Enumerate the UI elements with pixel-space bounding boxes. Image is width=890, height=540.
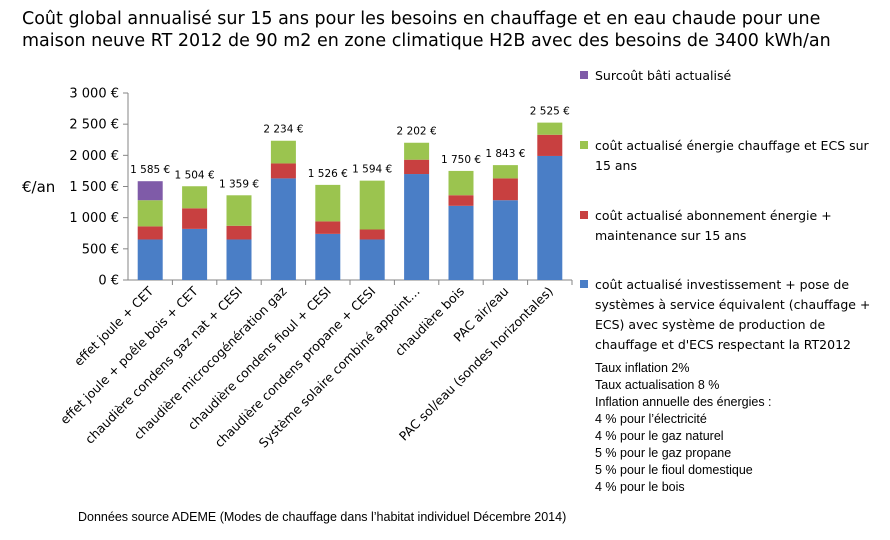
note-line: 4 % pour le gaz naturel — [595, 429, 724, 443]
note-line: Taux inflation 2% — [595, 361, 690, 375]
note-line: 4 % pour le bois — [595, 480, 685, 494]
bar-segment-investissement — [270, 178, 296, 280]
assumptions-notes: Taux inflation 2% Taux actualisation 8 %… — [595, 360, 772, 496]
bar-segment-abonnement — [492, 178, 518, 201]
bar-segment-investissement — [226, 239, 252, 280]
source-note: Données source ADEME (Modes de chauffage… — [78, 510, 567, 524]
bar-total-label: 1 359 € — [219, 178, 259, 190]
bar-segment-abonnement — [226, 225, 252, 240]
bar-segment-abonnement — [137, 226, 163, 240]
bar-segment-energie — [404, 142, 430, 160]
note-line: 4 % pour l’électricité — [595, 412, 707, 426]
bar-segment-abonnement — [537, 134, 563, 156]
legend-swatch-investissement — [580, 280, 588, 288]
bar-segment-abonnement — [448, 195, 474, 206]
bar-segment-energie — [270, 140, 296, 164]
bar-segment-investissement — [492, 200, 518, 280]
chart-title: Coût global annualisé sur 15 ans pour le… — [22, 8, 882, 52]
legend-label-investissement: coût actualisé investissement + pose de … — [595, 277, 871, 352]
bar-total-label: 1 750 € — [441, 154, 481, 166]
chart-title-line-1: Coût global annualisé sur 15 ans pour le… — [22, 9, 821, 29]
bar-segment-abonnement — [359, 229, 385, 240]
bar-segment-investissement — [137, 239, 163, 280]
y-tick-label: 0 € — [98, 274, 119, 289]
bar-total-label: 1 504 € — [175, 169, 215, 181]
legend-swatch-surcout — [580, 71, 588, 79]
bar-total-label: 1 526 € — [308, 168, 348, 180]
bar-total-label: 1 594 € — [352, 164, 392, 176]
bar-segment-energie — [226, 195, 252, 226]
y-axis-label: €/an — [22, 178, 55, 196]
bar-segment-energie — [448, 170, 474, 196]
bar-total-label: 1 843 € — [485, 148, 525, 160]
bar-segment-investissement — [537, 155, 563, 280]
y-tick-label: 2 000 € — [69, 149, 119, 164]
legend-item-surcout: Surcoût bâti actualisé — [580, 66, 880, 86]
chart-title-line-2: maison neuve RT 2012 de 90 m2 en zone cl… — [22, 31, 831, 51]
bar-segment-energie — [537, 122, 563, 135]
bar-segment-energie — [359, 180, 385, 230]
bar-segment-energie — [182, 186, 208, 209]
y-tick-label: 1 500 € — [69, 180, 119, 195]
x-tick-label: chaudière condens propane + CESI — [212, 284, 379, 451]
legend-label-abonnement: coût actualisé abonnement énergie + main… — [595, 208, 832, 243]
bar-segment-investissement — [448, 205, 474, 280]
y-tick-label: 500 € — [82, 242, 119, 257]
x-tick-label: chaudière condens gaz nat + CESI — [82, 284, 245, 447]
bar-segment-abonnement — [270, 163, 296, 179]
bar-total-label: 1 585 € — [130, 164, 170, 176]
legend-item-abonnement: coût actualisé abonnement énergie + main… — [580, 206, 880, 246]
x-tick-label: effet joule + CET — [71, 283, 157, 369]
note-line: Taux actualisation 8 % — [595, 378, 720, 392]
x-tick-label: Système solaire combiné appoint… — [256, 284, 423, 451]
y-tick-label: 3 000 € — [69, 87, 119, 102]
bar-segment-investissement — [404, 174, 430, 280]
legend-label-surcout: Surcoût bâti actualisé — [595, 68, 732, 83]
bar-segment-energie — [315, 184, 341, 222]
legend-swatch-abonnement — [580, 211, 588, 219]
note-line: 5 % pour le gaz propane — [595, 446, 732, 460]
legend-label-energie: coût actualisé énergie chauffage et ECS … — [595, 138, 869, 173]
note-line: 5 % pour le fioul domestique — [595, 463, 753, 477]
y-tick-label: 2 500 € — [69, 118, 119, 133]
legend-swatch-energie — [580, 141, 588, 149]
bar-segment-energie — [137, 200, 163, 227]
y-tick-label: 1 000 € — [69, 211, 119, 226]
bar-total-label: 2 234 € — [263, 124, 303, 136]
bar-segment-abonnement — [404, 159, 430, 175]
legend-item-energie: coût actualisé énergie chauffage et ECS … — [580, 136, 880, 176]
bar-segment-abonnement — [315, 221, 341, 234]
bar-segment-surcout — [137, 181, 163, 201]
bar-segment-investissement — [359, 239, 385, 280]
bar-segment-investissement — [315, 233, 341, 280]
bar-total-label: 2 202 € — [397, 126, 437, 138]
bar-total-label: 2 525 € — [530, 106, 570, 118]
legend-item-investissement: coût actualisé investissement + pose de … — [580, 275, 880, 355]
note-line: Inflation annuelle des énergies : — [595, 395, 772, 409]
bar-segment-investissement — [182, 228, 208, 280]
bar-segment-energie — [492, 165, 518, 179]
bar-segment-abonnement — [182, 208, 208, 229]
